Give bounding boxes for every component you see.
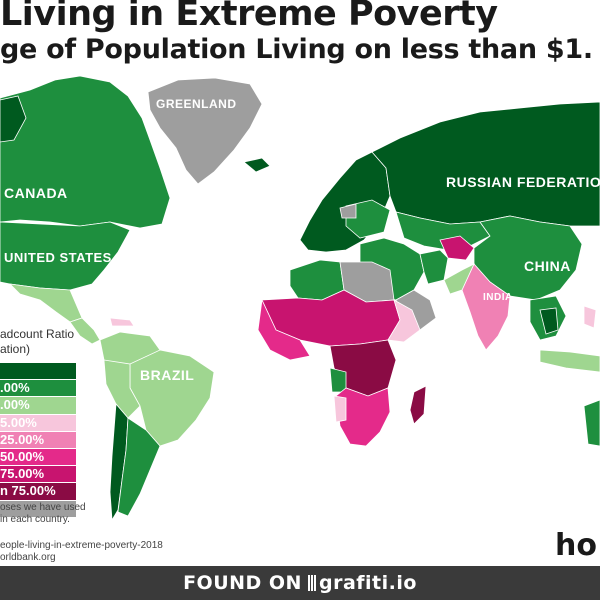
- region-afghanistan: [439, 235, 475, 261]
- region-europe: [299, 151, 391, 253]
- region-eastern-europe: [345, 199, 391, 239]
- label-brazil: BRAZIL: [140, 367, 194, 383]
- legend-title: adcount Ratio ation): [0, 327, 74, 357]
- legend-item: .00%: [0, 380, 76, 397]
- region-west-africa: [257, 298, 311, 361]
- region-myanmar: [539, 307, 559, 335]
- legend-item: 50.00%: [0, 448, 76, 466]
- label-china: CHINA: [524, 258, 571, 274]
- legend-note: oses we have used in each country.: [0, 502, 86, 526]
- region-angola: [333, 395, 347, 423]
- region-central-asia: [395, 211, 491, 251]
- label-united-states: UNITED STATES: [4, 250, 112, 265]
- country-argentina: [117, 417, 161, 517]
- region-iran: [419, 249, 449, 285]
- legend-title-line-1: adcount Ratio: [0, 327, 75, 341]
- legend: .00% .00% 5.00% 25.00% 50.00% 75.00% n 7…: [0, 363, 76, 518]
- footer-banner: FOUND ON grafiti.io: [0, 566, 600, 600]
- legend-item: 5.00%: [0, 414, 76, 431]
- legend-item: .00%: [0, 397, 76, 414]
- country-canada: [0, 75, 171, 229]
- region-gabon: [329, 367, 347, 393]
- source-domain: orldbank.org: [0, 552, 56, 563]
- label-greenland: GREENLAND: [156, 97, 237, 111]
- map-title: Living in Extreme Poverty: [0, 0, 498, 34]
- country-russian-federation: [371, 101, 600, 227]
- country-madagascar: [409, 385, 427, 425]
- country-caribbean: [109, 317, 135, 327]
- country-pakistan: [443, 263, 475, 295]
- country-china: [473, 215, 583, 301]
- legend-item: n 75.00%: [0, 483, 76, 500]
- source-citation: eople-living-in-extreme-poverty-2018 orl…: [0, 540, 163, 564]
- legend-note-line-2: in each country.: [0, 514, 70, 525]
- label-russian-federation: RUSSIAN FEDERATIO: [446, 174, 600, 190]
- legend-note-line-1: oses we have used: [0, 502, 86, 513]
- country-grey-europe: [339, 203, 357, 219]
- label-india: INDIA: [483, 292, 513, 303]
- footer-prefix: FOUND ON: [183, 572, 302, 594]
- region-philippines: [583, 305, 597, 329]
- country-peru-bolivia: [103, 359, 141, 419]
- legend-item: [0, 363, 76, 380]
- country-iceland: [243, 157, 271, 173]
- footer-suffix: grafiti.io: [318, 572, 417, 594]
- brand-logo: ho: [555, 528, 597, 563]
- source-url: eople-living-in-extreme-poverty-2018: [0, 540, 163, 551]
- country-alaska: [0, 95, 27, 143]
- bars-icon: [307, 575, 316, 591]
- world-map: GREENLAND CANADA UNITED STATES BRAZIL RU…: [0, 75, 600, 522]
- map-subtitle: ge of Population Living on less than $1.: [0, 34, 593, 65]
- country-australia: [583, 399, 600, 447]
- region-horn-of-africa: [387, 299, 421, 343]
- country-india: [461, 263, 511, 351]
- legend-item: 25.00%: [0, 431, 76, 449]
- region-indonesia: [539, 349, 600, 373]
- legend-item: [0, 500, 76, 517]
- label-canada: CANADA: [4, 185, 68, 201]
- region-southern-africa: [335, 387, 391, 447]
- country-greenland: [147, 77, 263, 185]
- country-central-america: [69, 317, 101, 345]
- legend-title-line-2: ation): [0, 342, 31, 356]
- legend-item: 75.00%: [0, 466, 76, 483]
